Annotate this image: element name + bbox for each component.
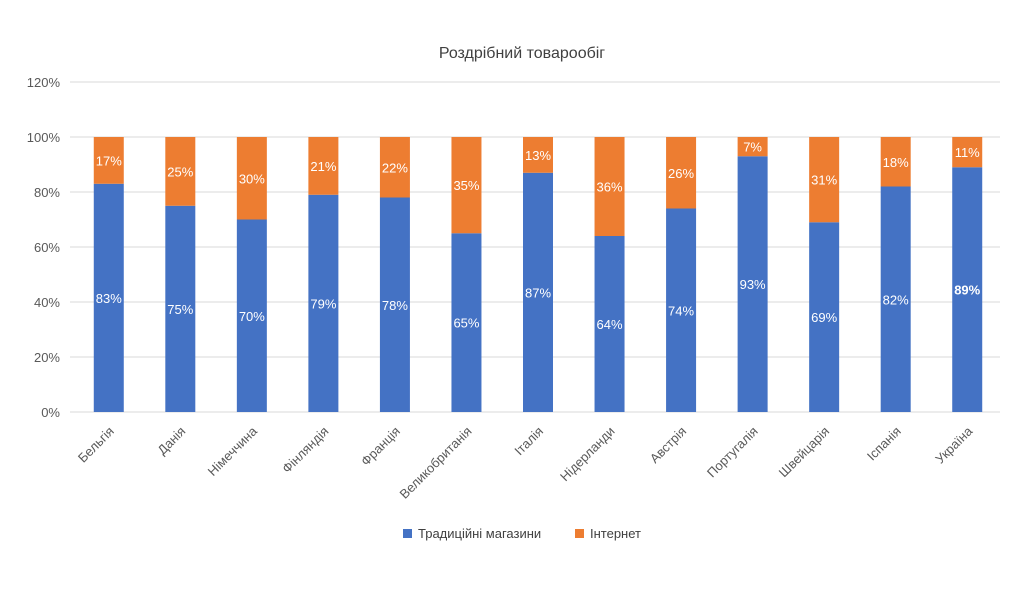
bar-segment-traditional	[880, 186, 911, 412]
data-label-internet: 25%	[167, 164, 193, 179]
bar-segment-internet	[952, 137, 983, 168]
legend-swatch-internet	[575, 529, 584, 538]
data-label-traditional: 69%	[811, 310, 837, 325]
data-label-traditional: 70%	[239, 309, 265, 324]
data-label-internet: 26%	[668, 166, 694, 181]
bar-segment-internet	[308, 137, 339, 195]
y-axis-ticks: 0% 20% 40% 60% 80% 100% 120%	[27, 75, 61, 420]
x-category-label: Швейцарія	[776, 424, 833, 481]
legend: Традиційні магазини Інтернет	[403, 526, 641, 541]
data-label-traditional: 87%	[525, 285, 551, 300]
chart-title: Роздрібний товарообіг	[439, 45, 605, 62]
data-label-internet: 7%	[743, 140, 762, 155]
bar-segment-traditional	[451, 233, 482, 412]
x-category-label: Португалія	[704, 424, 761, 481]
legend-label-internet: Інтернет	[590, 526, 641, 541]
y-tick-label: 120%	[27, 75, 61, 90]
y-tick-label: 20%	[34, 350, 60, 365]
bar-segment-traditional	[165, 205, 196, 412]
data-label-internet: 18%	[883, 155, 909, 170]
x-category-label: Нідерланди	[557, 424, 618, 485]
bar-segment-internet	[236, 137, 267, 220]
y-tick-label: 40%	[34, 295, 60, 310]
bar-segment-traditional	[809, 222, 840, 412]
data-label-traditional: 82%	[883, 292, 909, 307]
bar-segment-traditional	[737, 156, 768, 412]
data-labels: 83% 17% 75% 25% 70% 30% 79% 21% 78% 22% 65% 35% 87% 1…	[96, 140, 981, 332]
data-label-traditional: 79%	[310, 296, 336, 311]
y-tick-label: 80%	[34, 185, 60, 200]
x-category-label: Німеччина	[205, 423, 261, 479]
data-label-internet: 36%	[597, 180, 623, 195]
bar-segment-internet	[594, 137, 625, 236]
bar-segment-traditional	[952, 167, 983, 412]
bar-segment-internet	[809, 137, 840, 223]
data-label-traditional: 83%	[96, 291, 122, 306]
data-label-internet: 17%	[96, 153, 122, 168]
bar-segment-traditional	[308, 194, 339, 412]
x-category-label: Іспанія	[864, 424, 904, 464]
data-label-internet: 13%	[525, 148, 551, 163]
legend-swatch-traditional	[403, 529, 412, 538]
data-label-traditional: 65%	[453, 316, 479, 331]
bar-segment-traditional	[666, 208, 697, 412]
bar-segment-traditional	[523, 172, 553, 412]
bar-segment-internet	[165, 137, 196, 206]
bar-segment-internet	[880, 137, 911, 187]
bar-segment-traditional	[379, 197, 410, 412]
x-category-label: Австрія	[647, 424, 689, 466]
data-label-internet: 11%	[955, 145, 980, 160]
x-category-label: Бельгія	[75, 424, 117, 466]
x-axis-categories: Бельгія Данія Німеччина Фінляндія ФранціяВел…	[75, 423, 976, 502]
data-label-internet: 35%	[453, 178, 479, 193]
x-category-label: Франція	[358, 424, 403, 469]
bar-segment-internet	[737, 137, 768, 157]
x-category-label: Фінляндія	[279, 424, 332, 477]
bar-segment-traditional	[93, 183, 124, 412]
data-label-traditional: 89%	[954, 283, 980, 298]
data-label-traditional: 93%	[740, 277, 766, 292]
data-label-traditional: 78%	[382, 298, 408, 313]
bar-segment-internet	[93, 137, 124, 184]
x-category-label: Італія	[511, 424, 546, 459]
data-label-traditional: 64%	[597, 317, 623, 332]
bar-segment-internet	[451, 137, 482, 234]
bar-segment-traditional	[594, 236, 625, 412]
data-label-traditional: 75%	[167, 302, 193, 317]
y-tick-label: 0%	[41, 405, 60, 420]
bar-segment-internet	[523, 137, 553, 173]
legend-label-traditional: Традиційні магазини	[418, 526, 541, 541]
data-label-internet: 30%	[239, 171, 265, 186]
bar-segment-internet	[379, 137, 410, 198]
data-label-internet: 21%	[310, 159, 336, 174]
x-category-label: Великобританія	[396, 424, 474, 502]
y-tick-label: 60%	[34, 240, 60, 255]
bars	[93, 137, 983, 412]
bar-segment-internet	[666, 137, 697, 209]
data-label-internet: 22%	[382, 160, 408, 175]
x-category-label: Данія	[154, 424, 188, 458]
data-label-traditional: 74%	[668, 303, 694, 318]
bar-segment-traditional	[236, 219, 267, 412]
x-category-label: Україна	[932, 423, 976, 467]
y-tick-label: 100%	[27, 130, 61, 145]
data-label-internet: 31%	[811, 173, 837, 188]
